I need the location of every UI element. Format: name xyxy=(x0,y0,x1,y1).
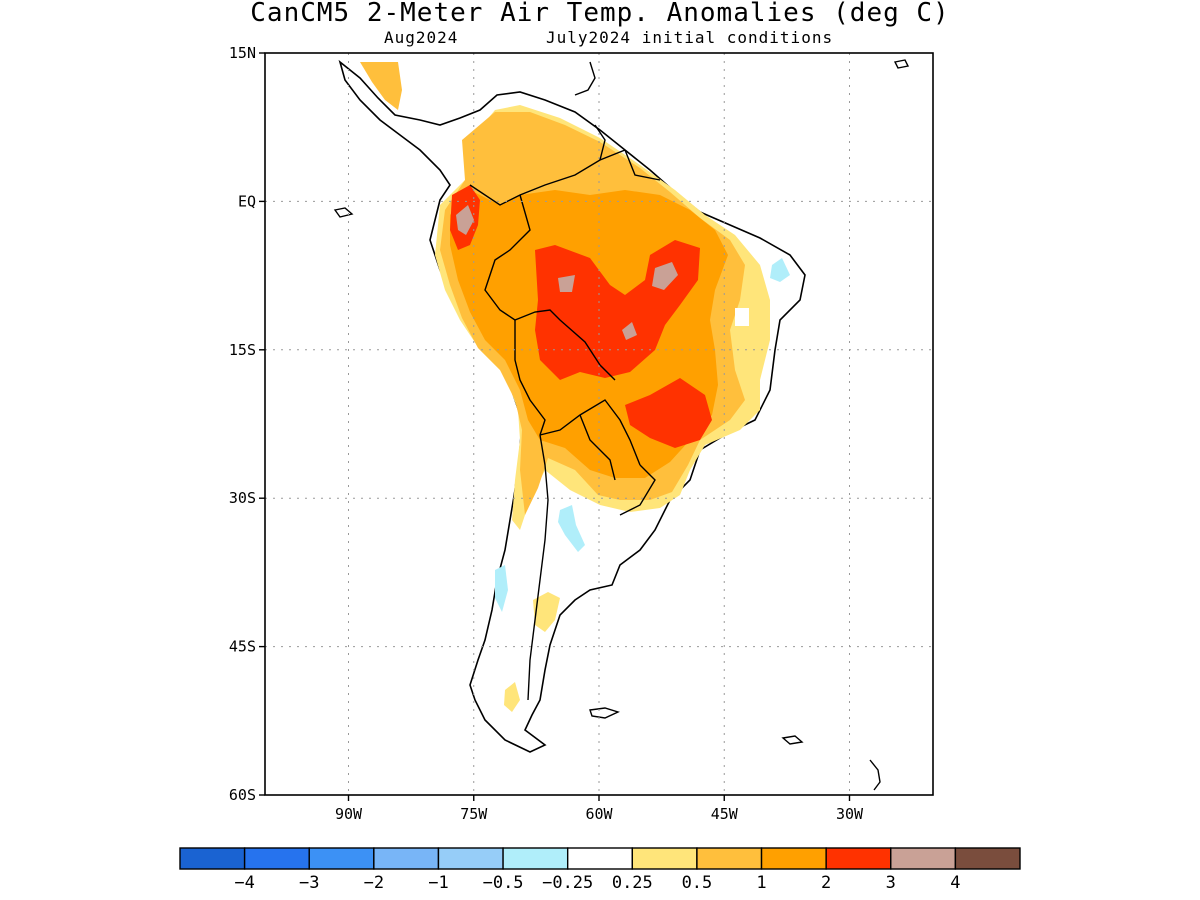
colorbar-label: 3 xyxy=(886,873,896,893)
initial-conditions: July2024 initial conditions xyxy=(546,28,834,47)
colorbar-swatch xyxy=(437,847,504,870)
colorbar-label: 0.5 xyxy=(682,873,713,893)
anomaly-2-3-southeast xyxy=(625,378,712,448)
islands xyxy=(333,59,910,791)
lat-tick-label: 15N xyxy=(229,44,256,62)
latitude-axis: 15N EQ 15S 30S 45S 60S xyxy=(229,44,265,804)
anomaly-0p25-0p5-patagonia xyxy=(533,592,560,632)
lon-tick-label: 45W xyxy=(711,805,739,823)
forecast-month: Aug2024 xyxy=(384,28,459,47)
colorbar-swatch xyxy=(373,847,440,870)
colorbar-swatch xyxy=(566,847,634,870)
anomaly-3-4 xyxy=(558,275,575,292)
colorbar-label: −2 xyxy=(364,873,384,893)
colorbar-swatch xyxy=(179,847,246,870)
lat-tick-label: EQ xyxy=(238,192,256,210)
anomaly-neg-0p25-0p5-ne-brazil xyxy=(770,258,790,282)
colorbar-label: −4 xyxy=(234,873,254,893)
lon-tick-label: 60W xyxy=(585,805,613,823)
lon-tick-label: 75W xyxy=(460,805,488,823)
anomaly-neg-0p25-0p5-chile xyxy=(495,565,508,612)
colorbar-swatch xyxy=(696,847,763,870)
longitude-axis: 90W 75W 60W 45W 30W xyxy=(335,795,864,823)
anomaly-0p5-1-central-america xyxy=(360,62,402,110)
colorbar-label: −0.25 xyxy=(542,873,593,893)
colorbar-swatch xyxy=(760,847,827,870)
anomaly-0p25-0p5-south xyxy=(504,682,520,712)
colorbar: −4 −3 −2 −1 −0.5 −0.25 0.25 0.5 1 2 3 4 xyxy=(179,847,1021,893)
lat-tick-label: 15S xyxy=(229,341,256,359)
colorbar-swatch xyxy=(243,847,310,870)
chart-title: CanCM5 2-Meter Air Temp. Anomalies (deg … xyxy=(250,0,950,28)
colorbar-label: −3 xyxy=(299,873,319,893)
anomaly-neg-0p25-0p5 xyxy=(558,505,585,552)
anomaly-near-zero-spot xyxy=(735,308,749,326)
colorbar-label: 0.25 xyxy=(612,873,653,893)
anomaly-3-4 xyxy=(652,262,678,290)
colorbar-swatch xyxy=(502,847,569,870)
colorbar-label: 2 xyxy=(821,873,831,893)
anomaly-3-4 xyxy=(622,322,637,340)
lat-tick-label: 60S xyxy=(229,786,256,804)
colorbar-label: 1 xyxy=(756,873,766,893)
colorbar-swatch xyxy=(308,847,375,870)
lat-tick-label: 45S xyxy=(229,638,256,656)
colorbar-swatch xyxy=(825,847,892,870)
colorbar-swatch xyxy=(631,847,698,870)
colorbar-label: 4 xyxy=(950,873,960,893)
anomaly-3-4 xyxy=(456,205,474,235)
lon-tick-label: 30W xyxy=(836,805,864,823)
lon-tick-label: 90W xyxy=(335,805,363,823)
colorbar-label: −1 xyxy=(428,873,448,893)
country-borders xyxy=(469,124,661,701)
colorbar-swatch xyxy=(954,847,1021,870)
colorbar-label: −0.5 xyxy=(483,873,524,893)
lat-tick-label: 30S xyxy=(229,489,256,507)
colorbar-swatch xyxy=(890,847,957,870)
